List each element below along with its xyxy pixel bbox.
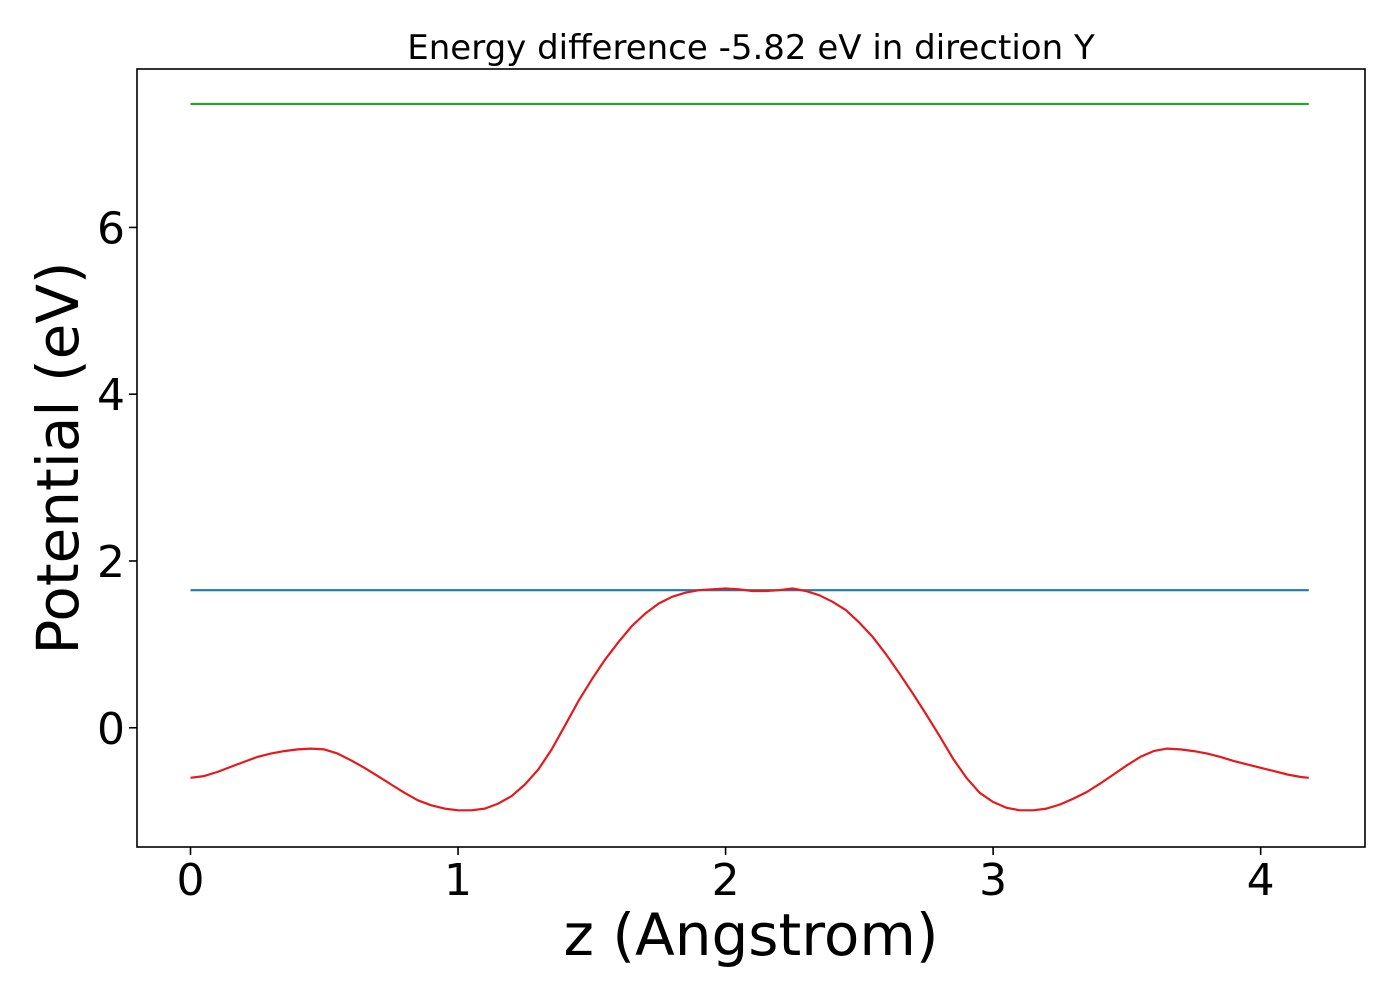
y-tick-label: 4: [97, 370, 125, 421]
x-tick-label: 2: [712, 855, 740, 906]
y-axis: 0 2 4 6: [97, 203, 137, 755]
y-tick-label: 0: [97, 704, 125, 755]
x-tick-label: 0: [177, 855, 205, 906]
x-axis: 0 1 2 3 4: [177, 847, 1275, 906]
plot-frame: [136, 68, 1366, 848]
x-tick-label: 4: [1247, 855, 1275, 906]
x-tick-label: 3: [979, 855, 1007, 906]
x-axis-label: z (Angstrom): [564, 901, 939, 969]
series-line-3: [190, 587, 1309, 812]
chart-title: Energy difference -5.82 eV in direction …: [407, 28, 1095, 68]
series-layer: [190, 102, 1309, 812]
y-tick-label: 6: [97, 203, 125, 254]
y-axis-label: Potential (eV): [24, 261, 92, 654]
y-tick-label: 2: [97, 537, 125, 588]
x-tick-label: 1: [444, 855, 472, 906]
